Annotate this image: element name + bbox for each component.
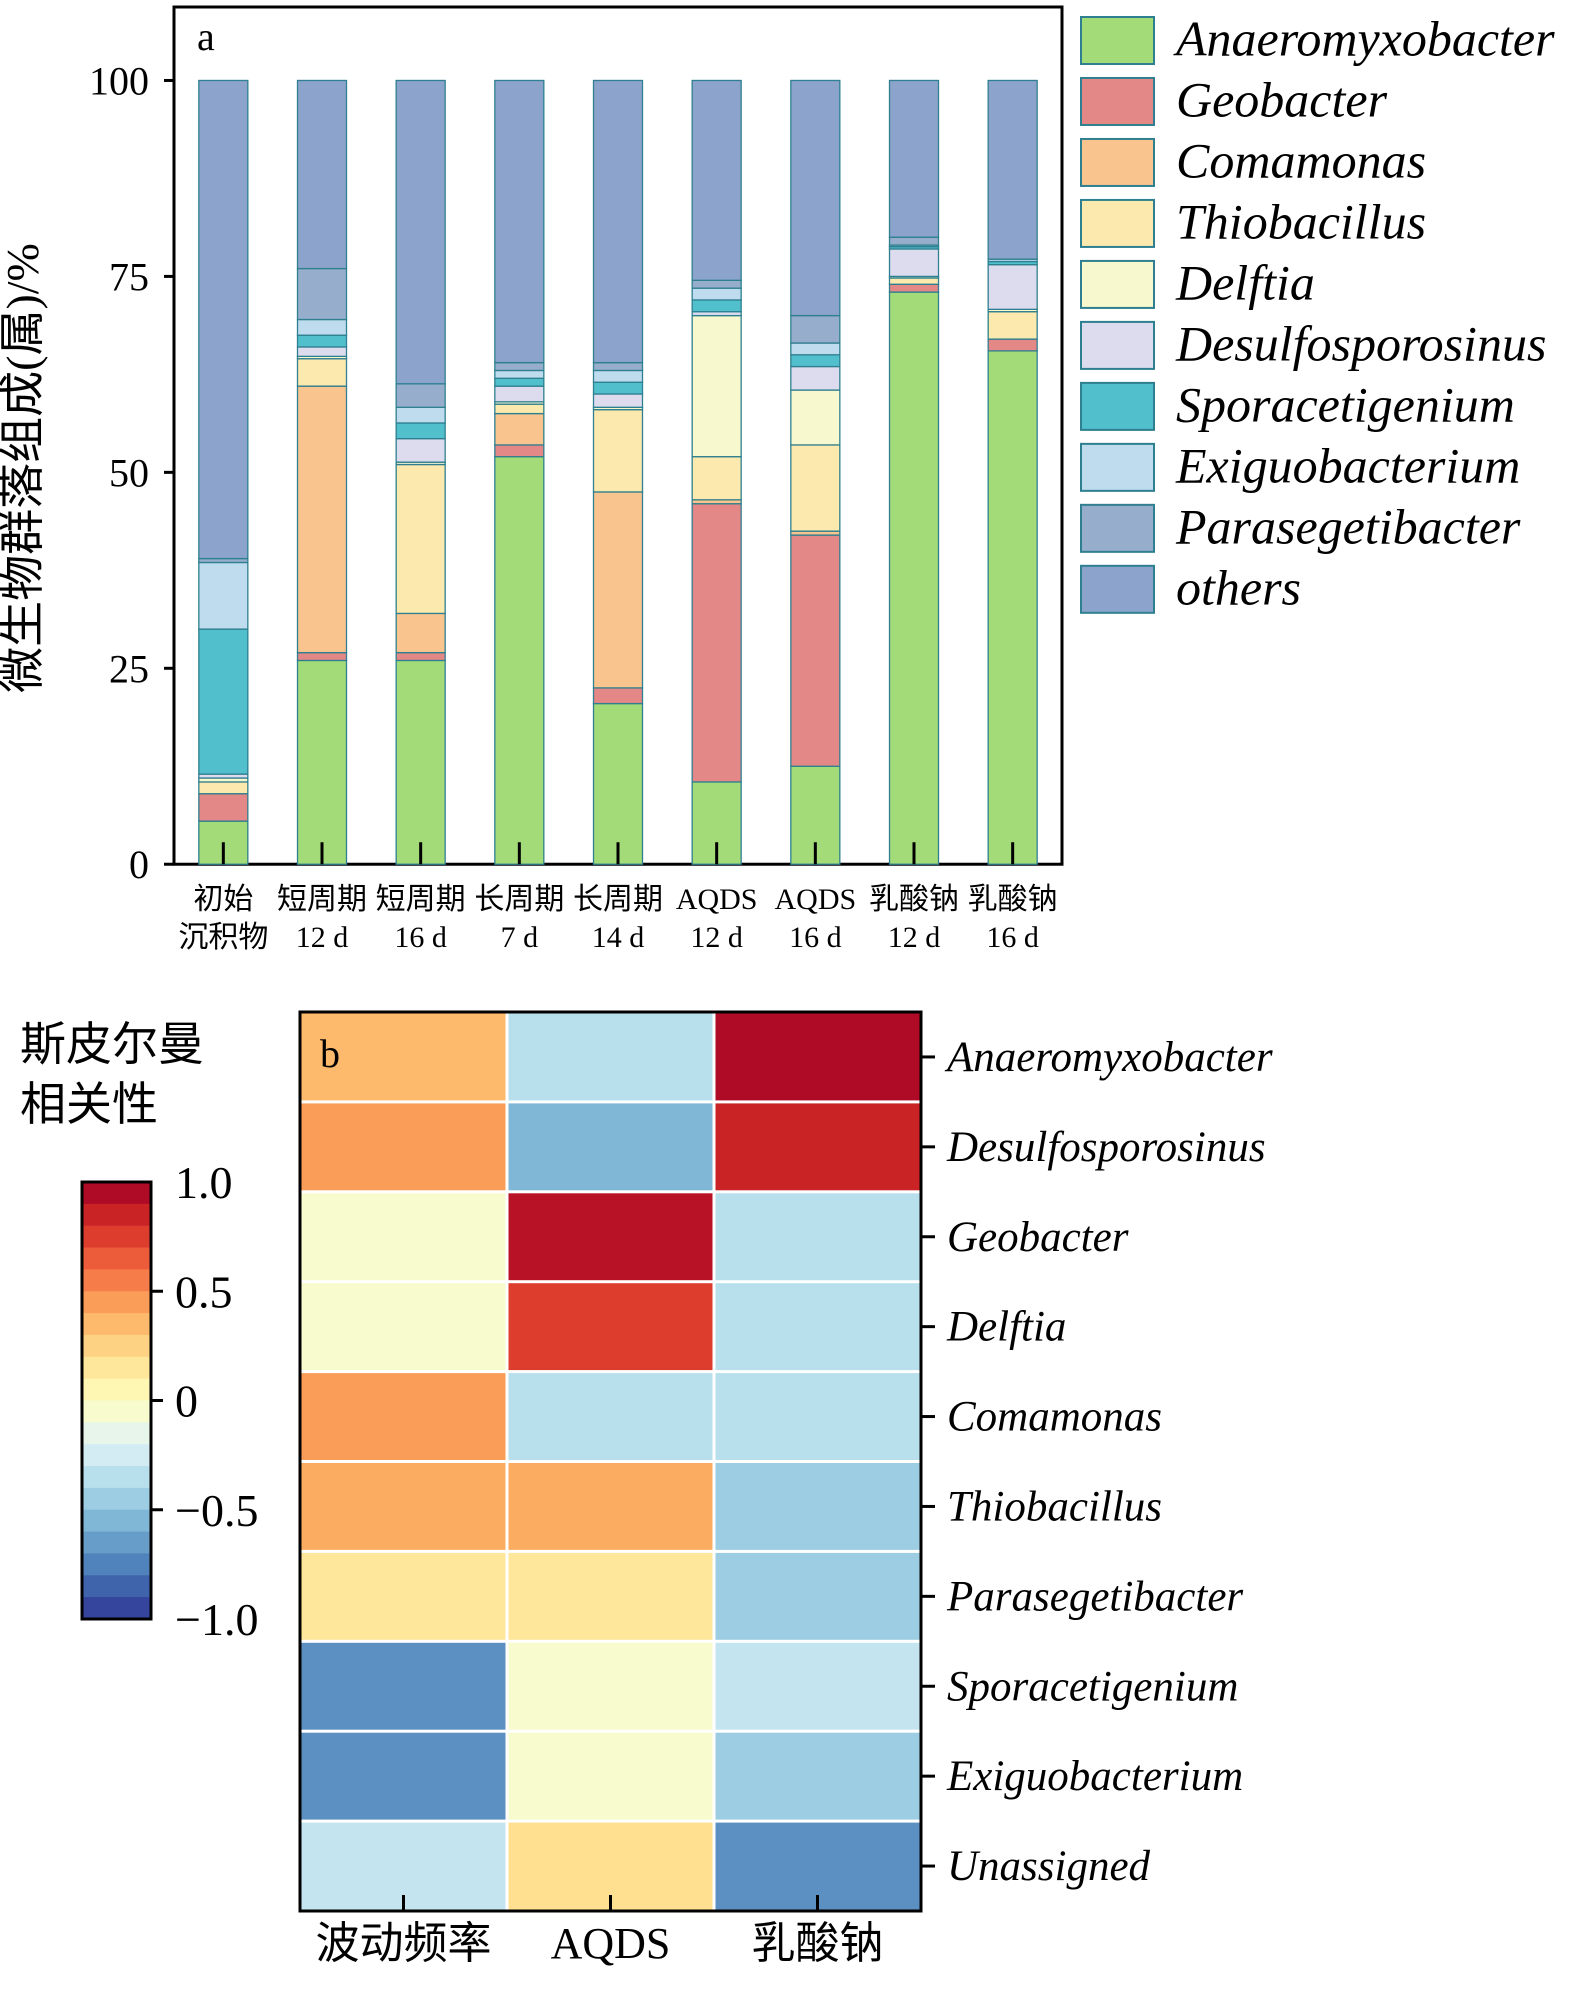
svg-text:12 d: 12 d bbox=[690, 921, 743, 954]
svg-text:0: 0 bbox=[175, 1376, 198, 1427]
svg-text:b: b bbox=[320, 1031, 340, 1076]
svg-text:100: 100 bbox=[89, 58, 149, 103]
svg-text:长周期: 长周期 bbox=[573, 883, 663, 916]
svg-text:波动频率: 波动频率 bbox=[316, 1919, 492, 1968]
svg-text:相关性: 相关性 bbox=[20, 1079, 158, 1130]
svg-text:Exiguobacterium: Exiguobacterium bbox=[946, 1753, 1243, 1800]
svg-text:12 d: 12 d bbox=[296, 921, 349, 954]
svg-text:Desulfosporosinus: Desulfosporosinus bbox=[946, 1124, 1266, 1171]
svg-text:短周期: 短周期 bbox=[277, 883, 367, 916]
svg-text:Thiobacillus: Thiobacillus bbox=[947, 1483, 1162, 1530]
svg-text:75: 75 bbox=[109, 254, 149, 299]
svg-text:微生物群落组成(属)/%: 微生物群落组成(属)/% bbox=[0, 243, 48, 693]
svg-text:Anaeromyxobacter: Anaeromyxobacter bbox=[1173, 11, 1555, 67]
svg-text:Sporacetigenium: Sporacetigenium bbox=[947, 1663, 1238, 1710]
svg-text:乳酸钠: 乳酸钠 bbox=[869, 883, 959, 916]
svg-text:Anaeromyxobacter: Anaeromyxobacter bbox=[944, 1034, 1273, 1081]
svg-text:长周期: 长周期 bbox=[474, 883, 564, 916]
svg-text:Thiobacillus: Thiobacillus bbox=[1176, 194, 1426, 250]
svg-text:−0.5: −0.5 bbox=[175, 1485, 258, 1536]
svg-text:25: 25 bbox=[109, 646, 149, 691]
svg-text:a: a bbox=[197, 14, 215, 59]
svg-text:0: 0 bbox=[129, 842, 149, 887]
svg-text:乳酸钠: 乳酸钠 bbox=[752, 1919, 884, 1968]
svg-text:Exiguobacterium: Exiguobacterium bbox=[1175, 437, 1520, 493]
svg-text:50: 50 bbox=[109, 450, 149, 495]
svg-text:0.5: 0.5 bbox=[175, 1266, 233, 1317]
svg-text:斯皮尔曼: 斯皮尔曼 bbox=[20, 1019, 204, 1070]
svg-text:AQDS: AQDS bbox=[676, 883, 758, 916]
svg-text:12 d: 12 d bbox=[888, 921, 941, 954]
svg-text:Geobacter: Geobacter bbox=[947, 1214, 1129, 1261]
svg-text:7 d: 7 d bbox=[501, 921, 539, 954]
svg-text:16 d: 16 d bbox=[986, 921, 1039, 954]
svg-text:短周期: 短周期 bbox=[376, 883, 466, 916]
svg-text:乳酸钠: 乳酸钠 bbox=[968, 883, 1058, 916]
svg-text:16 d: 16 d bbox=[789, 921, 842, 954]
svg-text:Delftia: Delftia bbox=[946, 1304, 1066, 1351]
svg-text:沉积物: 沉积物 bbox=[178, 921, 268, 954]
svg-text:Comamonas: Comamonas bbox=[1176, 133, 1426, 189]
svg-text:Sporacetigenium: Sporacetigenium bbox=[1176, 376, 1515, 432]
svg-text:Parasegetibacter: Parasegetibacter bbox=[946, 1573, 1243, 1620]
svg-text:AQDS: AQDS bbox=[774, 883, 856, 916]
svg-text:Delftia: Delftia bbox=[1175, 255, 1315, 311]
svg-text:初始: 初始 bbox=[193, 883, 253, 916]
svg-text:others: others bbox=[1176, 559, 1301, 615]
svg-text:Parasegetibacter: Parasegetibacter bbox=[1175, 498, 1521, 554]
svg-text:AQDS: AQDS bbox=[551, 1919, 671, 1968]
svg-text:Unassigned: Unassigned bbox=[947, 1843, 1151, 1890]
svg-text:Desulfosporosinus: Desulfosporosinus bbox=[1175, 315, 1546, 371]
svg-text:14 d: 14 d bbox=[592, 921, 645, 954]
svg-text:1.0: 1.0 bbox=[175, 1157, 233, 1208]
svg-text:Comamonas: Comamonas bbox=[947, 1394, 1162, 1441]
svg-text:16 d: 16 d bbox=[394, 921, 447, 954]
svg-text:−1.0: −1.0 bbox=[175, 1594, 258, 1645]
svg-text:Geobacter: Geobacter bbox=[1176, 72, 1388, 128]
